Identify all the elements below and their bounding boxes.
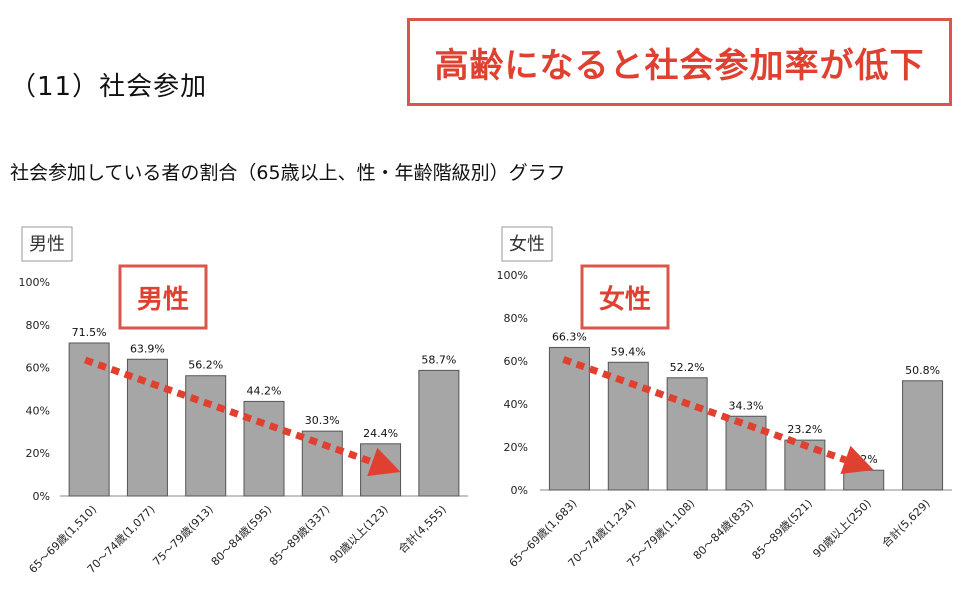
male-ytick-label: 40% — [26, 404, 50, 417]
male-category-label: 80～84歳(595) — [209, 503, 274, 568]
female-bar — [548, 346, 590, 491]
male-ytick-label: 80% — [26, 319, 50, 332]
chart-subtitle: 社会参加している者の割合（65歳以上、性・年齢階級別）グラフ — [10, 162, 566, 184]
female-ytick-label: 0% — [511, 484, 528, 497]
callout-text: 高齢になると社会参加率が低下 — [434, 45, 925, 86]
male-trend-arrow-line — [83, 356, 374, 466]
chart-male: 男性0%20%40%60%80%100%71.5%65～69歳(1,510)63… — [19, 226, 468, 576]
male-ytick-label: 20% — [26, 447, 50, 460]
male-data-label: 63.9% — [130, 342, 165, 355]
female-data-label: 23.2% — [787, 423, 822, 436]
female-category-label: 90歳以上(250) — [810, 497, 873, 560]
callout-box: 高齢になると社会参加率が低下 — [407, 18, 952, 106]
male-bar — [418, 369, 460, 497]
female-highlight-box — [580, 264, 670, 330]
female-bar — [725, 415, 767, 491]
female-data-label: 50.8% — [905, 364, 940, 377]
chart-female: 女性0%20%40%60%80%100%66.3%65～69歳(1,683)59… — [497, 226, 952, 570]
female-ytick-label: 100% — [497, 269, 528, 282]
male-data-label: 71.5% — [72, 326, 107, 339]
female-data-label: 34.3% — [729, 399, 764, 412]
female-data-label: 59.4% — [611, 345, 646, 358]
female-highlight-label: 女性 — [599, 284, 651, 315]
male-category-label: 75～79歳(913) — [150, 503, 215, 568]
male-highlight-box — [118, 264, 208, 330]
female-ytick-label: 20% — [504, 441, 528, 454]
male-category-label: 85～89歳(337) — [267, 503, 332, 568]
female-trend-arrow-line — [562, 356, 847, 464]
male-bar — [126, 358, 168, 497]
female-panel-label-box — [501, 226, 553, 262]
female-bar — [843, 469, 885, 491]
female-bar — [607, 361, 649, 491]
male-category-label: 合計(4,555) — [395, 502, 449, 556]
female-data-label: 52.2% — [670, 361, 705, 374]
female-bar — [666, 377, 708, 491]
male-data-label: 56.2% — [188, 359, 223, 372]
female-panel-label: 女性 — [509, 234, 545, 255]
female-trend-arrow-head — [840, 445, 874, 475]
male-data-label: 44.2% — [247, 384, 282, 397]
male-trend-arrow-head — [367, 447, 401, 477]
male-ytick-label: 0% — [33, 490, 50, 503]
male-ytick-label: 60% — [26, 362, 50, 375]
male-bar — [185, 375, 227, 497]
section-title: （11）社会参加 — [10, 72, 208, 102]
male-bar — [301, 430, 343, 497]
female-bar — [902, 380, 944, 491]
male-data-label: 30.3% — [305, 414, 340, 427]
female-ytick-label: 60% — [504, 355, 528, 368]
female-ytick-label: 40% — [504, 398, 528, 411]
male-data-label: 24.4% — [363, 427, 398, 440]
female-category-label: 85～89歳(521) — [750, 497, 815, 562]
female-ytick-label: 80% — [504, 312, 528, 325]
male-panel-label-box — [21, 226, 73, 262]
male-data-label: 58.7% — [421, 353, 456, 366]
male-highlight-label: 男性 — [137, 285, 189, 315]
male-category-label: 90歳以上(123) — [327, 503, 390, 566]
male-ytick-label: 100% — [19, 276, 50, 289]
male-panel-label: 男性 — [29, 234, 65, 255]
female-category-label: 合計(5,629) — [879, 496, 933, 550]
female-data-label: 66.3% — [552, 330, 587, 343]
female-category-label: 80～84歳(833) — [691, 497, 756, 562]
